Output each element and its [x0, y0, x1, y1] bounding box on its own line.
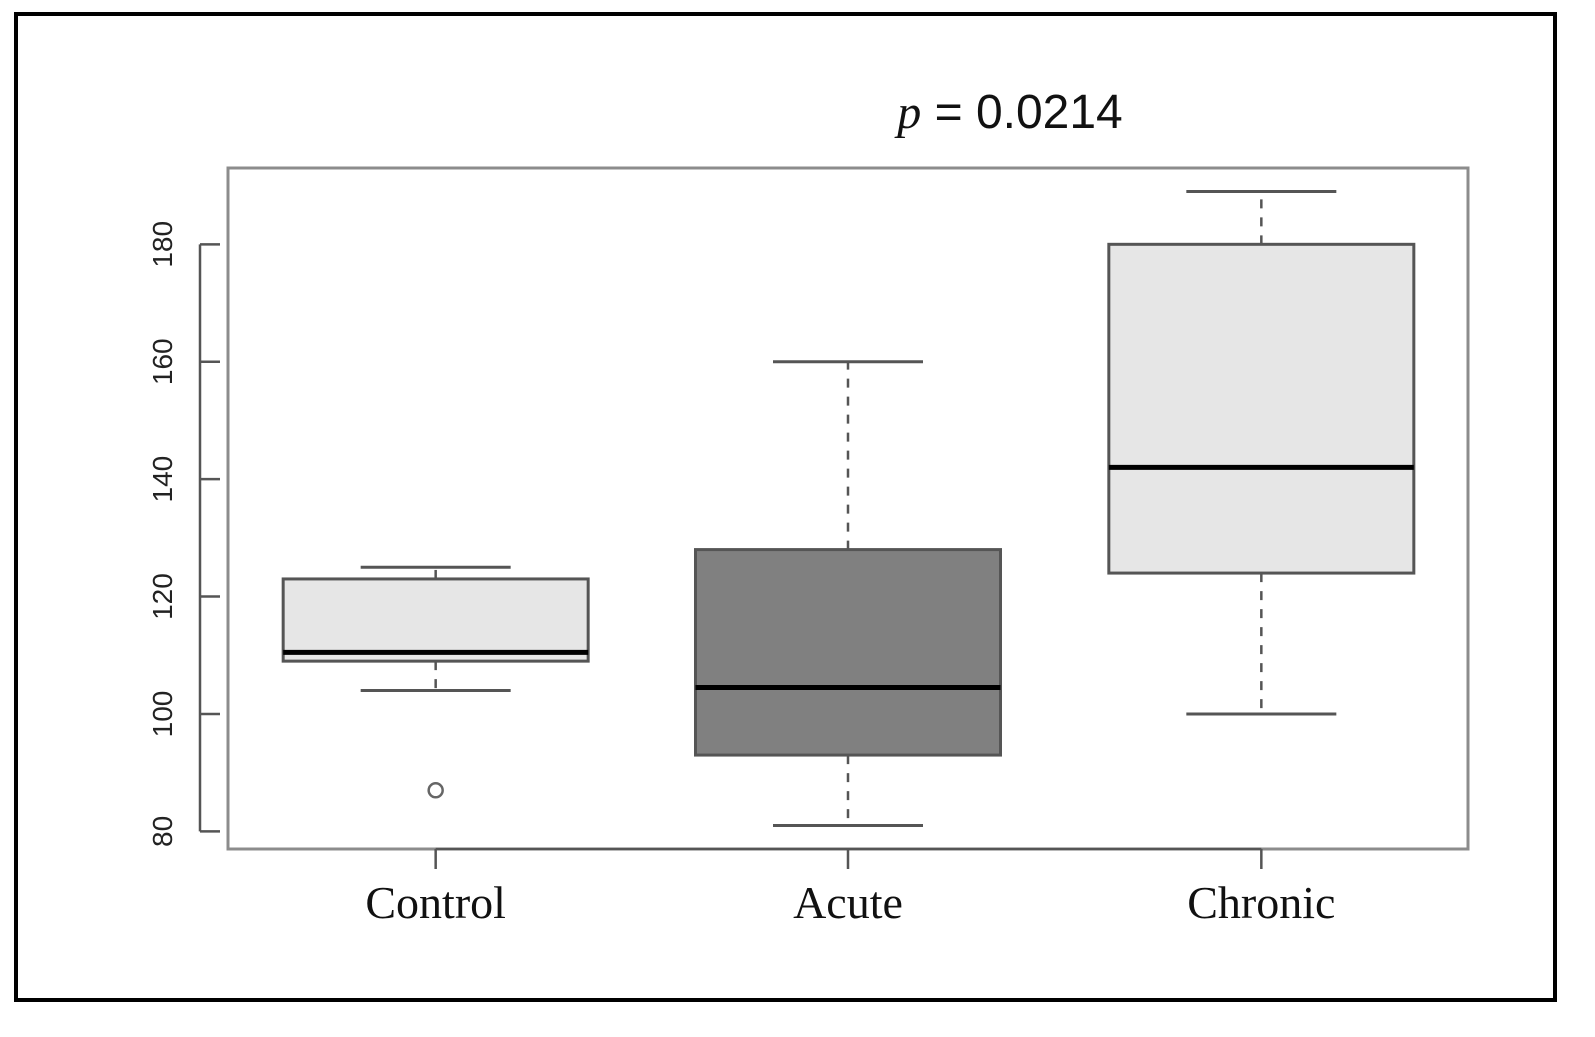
- chart-title: p = 0.0214: [894, 86, 1123, 139]
- y-tick-label: 80: [147, 816, 178, 847]
- title-p-symbol: p: [894, 86, 921, 139]
- y-tick-label: 160: [147, 338, 178, 385]
- x-category-label: Control: [365, 877, 506, 928]
- y-tick-label: 180: [147, 221, 178, 268]
- iqr-box: [1107, 242, 1416, 575]
- x-axis: Control Acute Chronic: [365, 847, 1335, 928]
- iqr-box: [281, 577, 590, 663]
- y-tick-label: 120: [147, 573, 178, 620]
- box-group-acute: [694, 360, 1002, 828]
- y-axis: 80 100 120 140 160 180: [147, 221, 220, 847]
- x-category-label: Chronic: [1187, 877, 1335, 928]
- boxes: [281, 189, 1416, 828]
- box-group-control: [281, 565, 590, 799]
- y-tick-label: 100: [147, 691, 178, 738]
- y-tick-label: 140: [147, 456, 178, 503]
- x-category-label: Acute: [793, 877, 903, 928]
- title-p-value: = 0.0214: [921, 86, 1123, 139]
- box-group-chronic: [1107, 189, 1416, 716]
- iqr-box: [694, 548, 1002, 757]
- outlier-point: [427, 782, 444, 799]
